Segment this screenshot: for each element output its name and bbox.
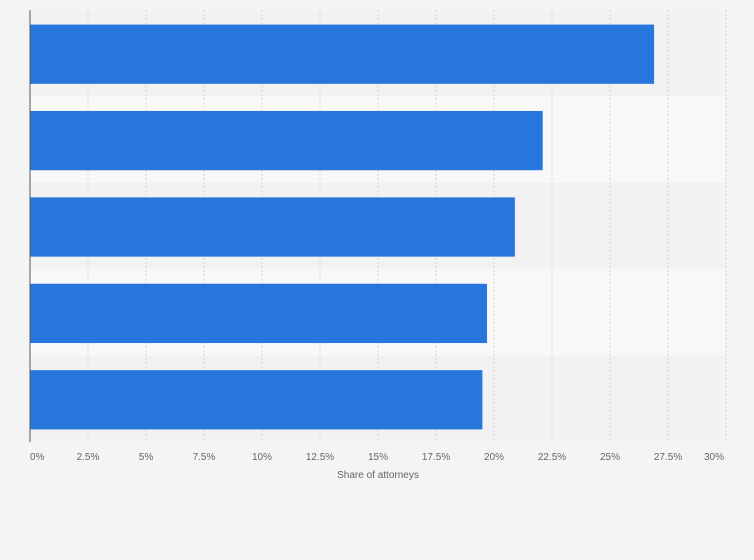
x-tick-label: 17.5% bbox=[422, 452, 450, 463]
x-tick-label: 10% bbox=[252, 452, 272, 463]
x-tick-label: 30% bbox=[704, 452, 724, 463]
x-tick-label: 25% bbox=[600, 452, 620, 463]
x-tick-label: 12.5% bbox=[306, 452, 334, 463]
x-tick-label: 2.5% bbox=[77, 452, 100, 463]
x-tick-label: 5% bbox=[139, 452, 154, 463]
bar[interactable] bbox=[30, 370, 483, 430]
x-axis-ticks: 0% 2.5% 5% 7.5% 10% 12.5% 15% 17.5% 20% 22.5% 25% 2… bbox=[30, 452, 724, 463]
bars bbox=[30, 24, 655, 430]
bar[interactable] bbox=[30, 110, 543, 171]
bar[interactable] bbox=[30, 197, 515, 257]
bar[interactable] bbox=[30, 283, 488, 344]
x-tick-label: 27.5% bbox=[654, 452, 682, 463]
x-tick-label: 22.5% bbox=[538, 452, 566, 463]
x-axis-title: Share of attorneys bbox=[337, 470, 419, 481]
bar[interactable] bbox=[30, 24, 655, 84]
x-tick-label: 20% bbox=[484, 452, 504, 463]
x-tick-label: 15% bbox=[368, 452, 388, 463]
x-tick-label: 0% bbox=[30, 452, 45, 463]
x-tick-label: 7.5% bbox=[193, 452, 216, 463]
